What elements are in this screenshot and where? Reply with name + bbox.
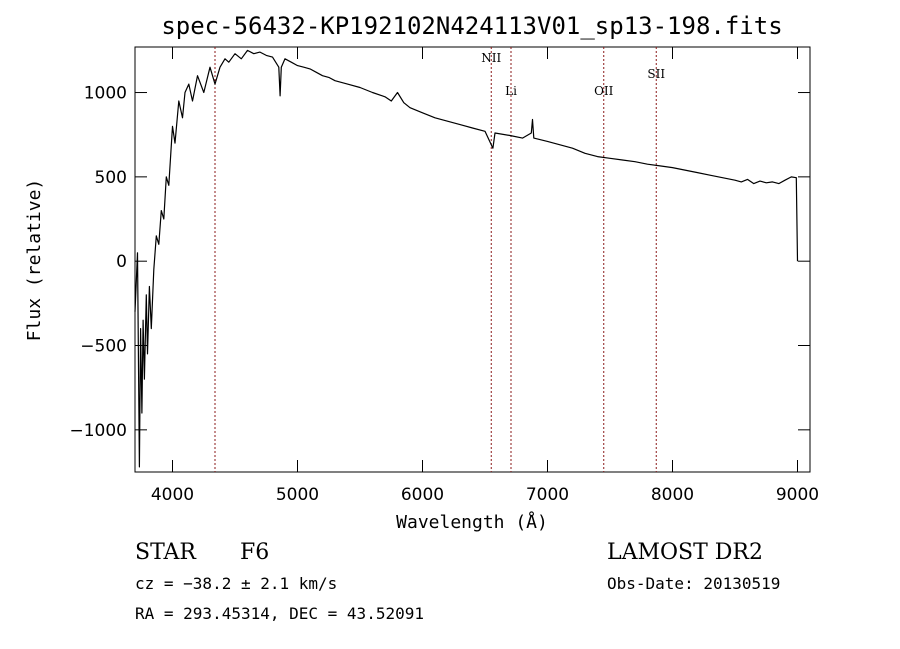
chart-title: spec-56432-KP192102N424113V01_sp13-198.f… (161, 12, 782, 40)
survey-label: LAMOST DR2 (607, 540, 763, 565)
redshift-text: cz = −38.2 ± 2.1 km/s (135, 574, 337, 593)
obs-date-text: Obs-Date: 20130519 (607, 574, 780, 593)
y-axis-label: Flux (relative) (24, 179, 45, 342)
class-label: STAR (135, 540, 197, 565)
spectral-line-markers: NII Li OII SII (214, 47, 665, 472)
x-tick-label: 4000 (151, 485, 194, 505)
subclass-label: F6 (240, 540, 269, 565)
spectral-line-label: NII (481, 51, 501, 65)
x-tick-label: 6000 (401, 485, 444, 505)
spectrum-series (134, 49, 799, 468)
y-tick-label: 500 (95, 168, 127, 188)
spectral-line-label: SII (647, 67, 665, 81)
coords-text: RA = 293.45314, DEC = 43.52091 (135, 604, 424, 623)
y-tick-label: −1000 (69, 421, 127, 441)
y-tick-label: 1000 (84, 84, 127, 104)
x-axis-label: Wavelength (Å) (396, 511, 548, 533)
x-axis: 4000 5000 6000 7000 8000 9000 (151, 47, 819, 505)
x-tick-label: 7000 (526, 485, 569, 505)
x-tick-label: 5000 (276, 485, 319, 505)
spectrum-line (134, 49, 799, 468)
y-tick-label: −500 (80, 337, 127, 357)
y-axis: −1000 −500 0 500 1000 (69, 84, 810, 441)
spectral-line-label: OII (594, 84, 614, 98)
x-tick-label: 9000 (776, 485, 819, 505)
plot-frame (134, 46, 811, 473)
y-tick-label: 0 (116, 252, 127, 272)
x-tick-label: 8000 (651, 485, 694, 505)
spectral-line-label: Li (505, 84, 517, 98)
